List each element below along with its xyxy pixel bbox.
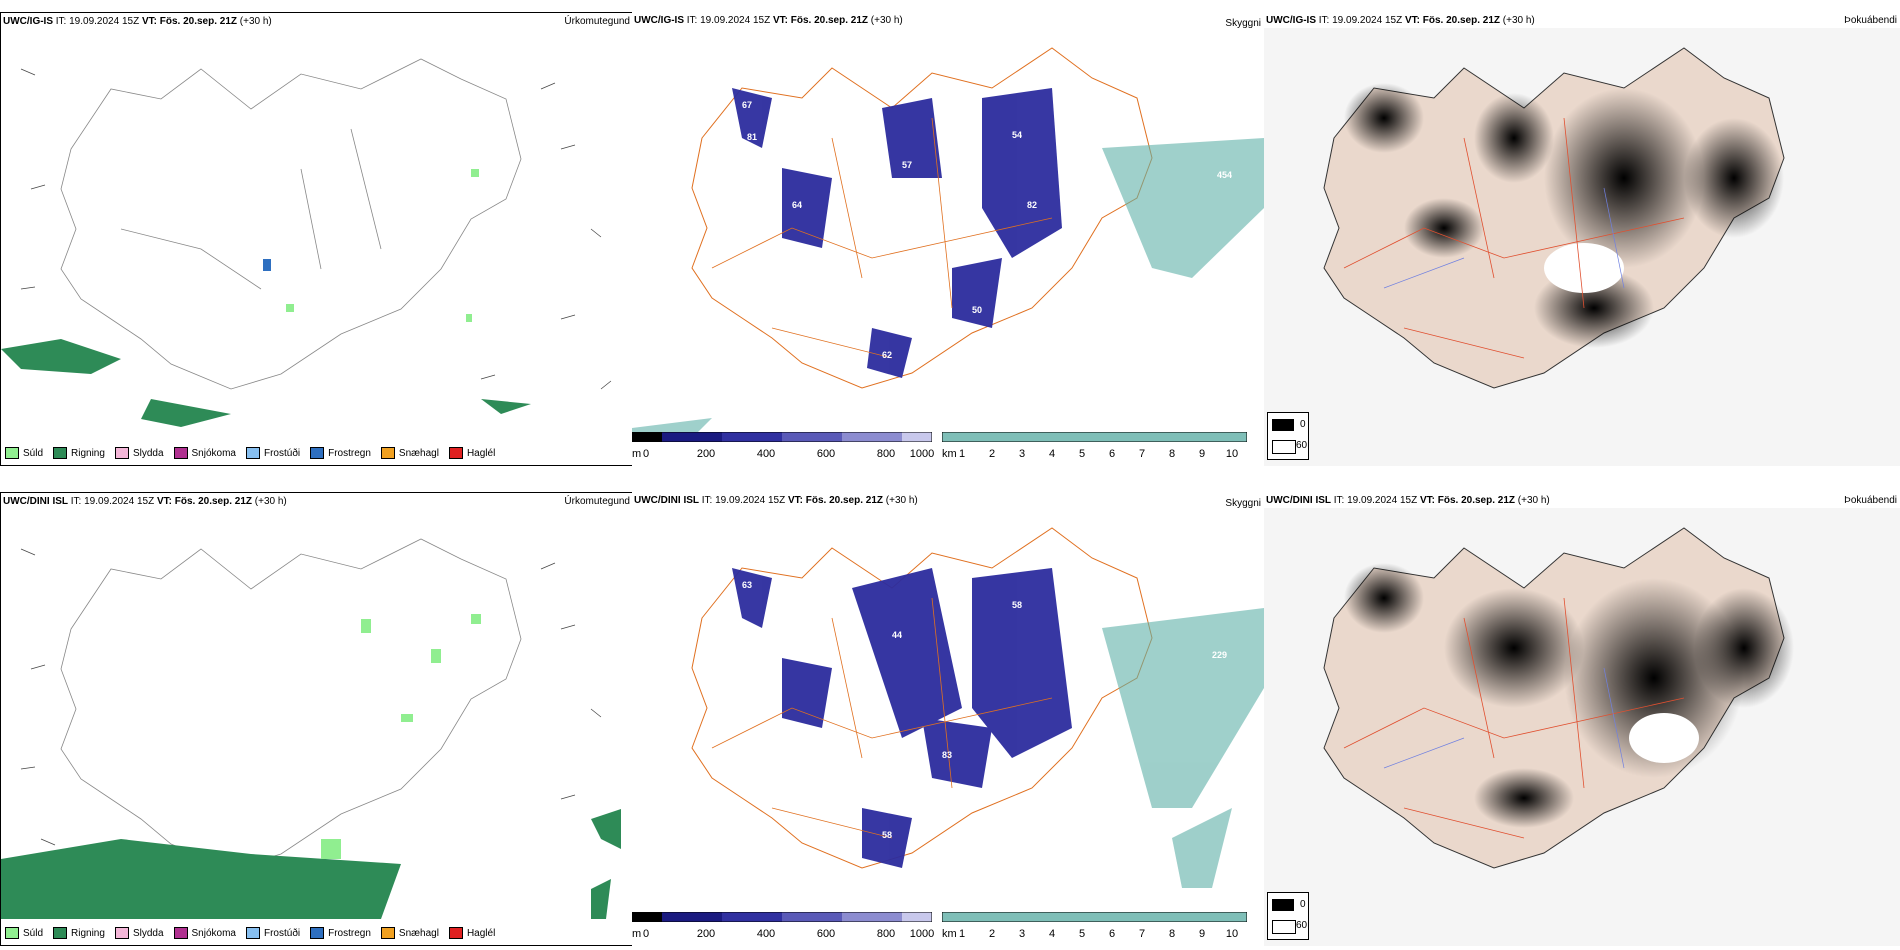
visibility-colorbar: km 1 2 3 4 5 6 7 8 9 10 (942, 432, 1264, 460)
field-name: Úrkomutegund (564, 496, 630, 507)
svg-text:54: 54 (1012, 130, 1022, 140)
legend-item: Slydda (114, 927, 164, 939)
svg-text:67: 67 (742, 100, 752, 110)
svg-text:83: 83 (942, 750, 952, 760)
precip-legend: Súld Rigning Slydda Snjókoma Frostúði Fr… (5, 927, 495, 939)
fog-index-panel-top: UWC/IG-IS IT: 19.09.2024 15Z VT: Fös. 20… (1264, 12, 1900, 466)
legend-item: Frostúði (245, 447, 300, 459)
panel-title: UWC/IG-IS IT: 19.09.2024 15Z VT: Fös. 20… (1266, 15, 1535, 26)
panel-title: UWC/DINI ISL IT: 19.09.2024 15Z VT: Fös.… (634, 495, 918, 506)
legend-item: Slydda (114, 447, 164, 459)
svg-text:50: 50 (972, 305, 982, 315)
svg-text:229: 229 (1212, 650, 1227, 660)
iceland-cloudbase-map: 67 81 64 57 54 82 50 62 454 (632, 47, 1264, 438)
panel-title: UWC/DINI ISL IT: 19.09.2024 15Z VT: Fös.… (3, 496, 287, 507)
legend-item: Rigning (53, 927, 105, 939)
cloud-visibility-panel-bottom: UWC/DINI ISL IT: 19.09.2024 15Z VT: Fös.… (632, 492, 1264, 946)
svg-text:81: 81 (747, 132, 757, 142)
svg-text:58: 58 (882, 830, 892, 840)
fog-index-panel-bottom: UWC/DINI ISL IT: 19.09.2024 15Z VT: Fös.… (1264, 492, 1900, 946)
precip-type-panel-bottom: UWC/DINI ISL IT: 19.09.2024 15Z VT: Fös.… (0, 492, 634, 946)
legend-item: Snjókoma (173, 927, 236, 939)
svg-text:58: 58 (1012, 600, 1022, 610)
field-name: Úrkomutegund (564, 16, 630, 27)
legend-item: Snæhagl (380, 927, 439, 939)
visibility-colorbar: km 1 2 3 4 5 6 7 8 9 10 (942, 912, 1264, 940)
field-name: Þokuábendi (1844, 495, 1897, 506)
precip-type-panel-top: UWC/IG-IS IT: 19.09.2024 15Z VT: Fös. 20… (0, 12, 634, 466)
field-name: Þokuábendi (1844, 15, 1897, 26)
svg-text:84: 84 (962, 670, 972, 680)
legend-item: Súld (5, 447, 43, 459)
cloudbase-colorbar: m 0 200 400 600 800 1000 (632, 432, 942, 460)
legend-item: Frostregn (310, 927, 371, 939)
field-name: Skyggni (1225, 498, 1261, 509)
legend-item: Haglél (448, 447, 495, 459)
svg-text:63: 63 (742, 580, 752, 590)
precip-legend: Súld Rigning Slydda Snjókoma Frostúði Fr… (5, 447, 495, 459)
legend-item: Rigning (53, 447, 105, 459)
panel-title: UWC/DINI ISL IT: 19.09.2024 15Z VT: Fös.… (1266, 495, 1550, 506)
svg-text:62: 62 (882, 350, 892, 360)
cloud-visibility-panel-top: UWC/IG-IS IT: 19.09.2024 15Z VT: Fös. 20… (632, 12, 1264, 466)
iceland-fog-map (1264, 28, 1900, 466)
iceland-cloudbase-map: 63 44 58 84 83 58 229 (691, 527, 1264, 888)
legend-item: Frostúði (245, 927, 300, 939)
panel-title: UWC/IG-IS IT: 19.09.2024 15Z VT: Fös. 20… (634, 15, 903, 26)
svg-text:454: 454 (1217, 170, 1232, 180)
svg-text:44: 44 (892, 630, 902, 640)
iceland-wind-map (1, 58, 612, 427)
iceland-fog-map (1264, 508, 1900, 946)
svg-text:57: 57 (902, 160, 912, 170)
legend-item: Haglél (448, 927, 495, 939)
panel-title: UWC/IG-IS IT: 19.09.2024 15Z VT: Fös. 20… (3, 16, 272, 27)
legend-item: Frostregn (310, 447, 371, 459)
legend-item: Snæhagl (380, 447, 439, 459)
iceland-wind-map (1, 538, 621, 919)
cloudbase-colorbar: m 0 200 400 600 800 1000 (632, 912, 942, 940)
fog-legend-box: 0 60 (1267, 412, 1309, 460)
legend-item: Snjókoma (173, 447, 236, 459)
legend-item: Súld (5, 927, 43, 939)
svg-text:82: 82 (1027, 200, 1037, 210)
field-name: Skyggni (1225, 18, 1261, 29)
svg-text:64: 64 (792, 200, 802, 210)
fog-legend-box: 0 60 (1267, 892, 1309, 940)
